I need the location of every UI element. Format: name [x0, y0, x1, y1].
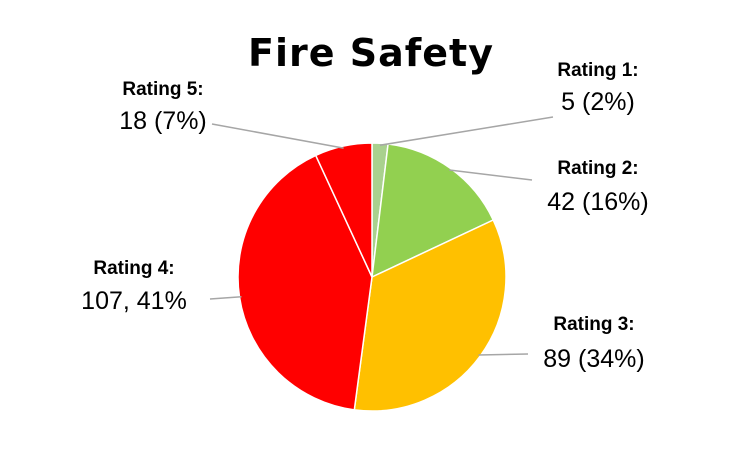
data-label-category-rating-5: Rating 5:	[122, 79, 203, 100]
data-label-value-rating-1: 5 (2%)	[561, 88, 635, 116]
pie-slice-rating-2	[371, 143, 495, 279]
leader-line-rating-3	[478, 353, 529, 356]
data-label-value-rating-2: 42 (16%)	[547, 188, 648, 216]
leader-line-rating-4	[209, 296, 242, 300]
data-label-category-rating-1: Rating 1:	[557, 60, 638, 81]
data-label-value-rating-3: 89 (34%)	[543, 345, 644, 373]
data-label-category-rating-4: Rating 4:	[93, 258, 174, 279]
leader-line-rating-5	[211, 123, 344, 149]
leader-line-rating-1	[379, 116, 554, 146]
pie-slices	[237, 142, 507, 412]
leader-lines	[209, 116, 554, 356]
chart-title: Fire Safety	[248, 31, 494, 75]
data-label-category-rating-2: Rating 2:	[557, 158, 638, 179]
pie-slice-rating-5	[314, 142, 373, 278]
data-label-category-rating-3: Rating 3:	[553, 314, 634, 335]
data-label-value-rating-5: 18 (7%)	[119, 107, 207, 135]
pie-slice-rating-3	[353, 219, 507, 412]
data-labels: Rating 1: 5 (2%) Rating 2: 42 (16%) Rating 3…	[81, 60, 649, 373]
leader-line-rating-2	[449, 169, 533, 181]
data-label-value-rating-4: 107, 41%	[81, 287, 187, 315]
